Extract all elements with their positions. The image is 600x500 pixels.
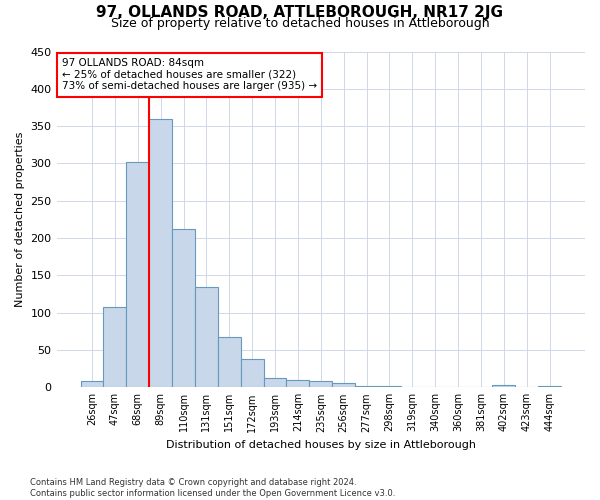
Bar [355,386,378,388]
Bar [332,383,355,388]
Bar [263,378,286,388]
Bar [195,286,218,388]
Bar [241,359,263,388]
Bar [378,386,401,388]
Text: Contains HM Land Registry data © Crown copyright and database right 2024.
Contai: Contains HM Land Registry data © Crown c… [30,478,395,498]
Bar [286,380,310,388]
Y-axis label: Number of detached properties: Number of detached properties [15,132,25,307]
X-axis label: Distribution of detached houses by size in Attleborough: Distribution of detached houses by size … [166,440,476,450]
Bar [538,386,561,388]
Bar [80,382,103,388]
Bar [310,380,332,388]
Bar [103,306,127,388]
Bar [218,336,241,388]
Bar [127,162,149,388]
Bar [172,229,195,388]
Text: Size of property relative to detached houses in Attleborough: Size of property relative to detached ho… [110,18,490,30]
Text: 97 OLLANDS ROAD: 84sqm
← 25% of detached houses are smaller (322)
73% of semi-de: 97 OLLANDS ROAD: 84sqm ← 25% of detached… [62,58,317,92]
Bar [493,385,515,388]
Bar [149,118,172,388]
Text: 97, OLLANDS ROAD, ATTLEBOROUGH, NR17 2JG: 97, OLLANDS ROAD, ATTLEBOROUGH, NR17 2JG [97,5,503,20]
